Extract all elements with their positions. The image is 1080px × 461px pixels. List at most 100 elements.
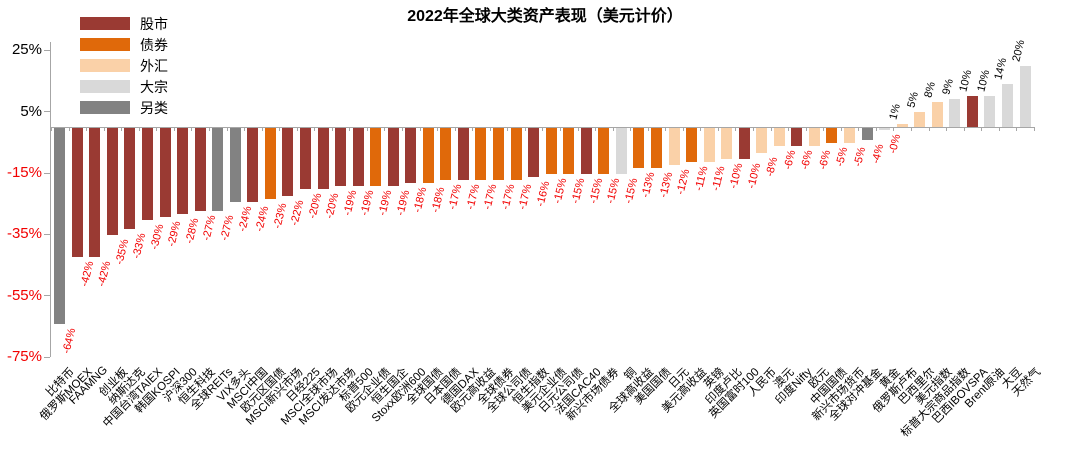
bar	[142, 128, 154, 221]
bar	[352, 128, 364, 187]
x-axis-tick	[314, 128, 316, 131]
bar-value-label: -30%	[148, 223, 167, 251]
x-axis-tick	[454, 128, 456, 131]
x-axis-tick	[331, 128, 333, 131]
x-axis-tick	[998, 128, 1000, 131]
x-axis-tick	[173, 128, 175, 131]
bar	[563, 128, 575, 175]
chart-title: 2022年全球大类资产表现（美元计价）	[407, 8, 683, 25]
bar	[703, 128, 715, 162]
x-axis-tick	[928, 128, 930, 131]
legend-swatch	[80, 17, 130, 30]
bar-value-label: -19%	[341, 189, 360, 218]
bar	[510, 128, 522, 181]
bar-value-label: -17%	[446, 183, 465, 212]
bar-value-label: -6%	[781, 149, 798, 172]
y-axis-tick-label: -35%	[6, 225, 42, 243]
bar-value-label: 20%	[1010, 38, 1028, 63]
bar-value-label: -17%	[481, 183, 500, 212]
y-axis-tick	[44, 233, 50, 235]
x-axis-line	[50, 127, 1035, 128]
bar	[405, 128, 417, 184]
legend-item: 外汇	[80, 55, 168, 76]
bar-value-label: -11%	[692, 164, 711, 192]
bar-value-label: -15%	[551, 177, 570, 205]
bar	[756, 128, 768, 153]
bar	[650, 128, 662, 168]
bar	[1001, 84, 1013, 127]
x-axis-tick	[647, 128, 649, 131]
bar	[194, 128, 206, 211]
bar-value-label: -23%	[271, 201, 290, 230]
bar	[317, 128, 329, 190]
x-axis-tick	[138, 128, 140, 131]
x-axis-tick	[542, 128, 544, 131]
bar-value-label: -64%	[60, 327, 79, 356]
legend-swatch	[80, 59, 130, 72]
bar	[738, 128, 750, 159]
bar	[475, 128, 487, 181]
bar-value-label: -29%	[165, 220, 184, 248]
bar-value-label: -17%	[499, 183, 518, 212]
x-axis-tick	[296, 128, 298, 131]
bar-value-label: 5%	[905, 90, 921, 109]
bar	[54, 128, 66, 325]
x-axis-tick	[630, 128, 632, 131]
bar-value-label: 1%	[887, 102, 904, 121]
bar	[721, 128, 733, 159]
bar	[879, 128, 891, 130]
legend-label: 股市	[140, 15, 168, 32]
bar	[299, 128, 311, 190]
bar	[668, 128, 680, 165]
bar	[282, 128, 294, 196]
bar-value-label: -8%	[764, 155, 781, 178]
bar	[808, 128, 820, 147]
bar-value-label: -15%	[604, 177, 623, 205]
legend: 股市 债券 外汇 大宗 另类	[80, 13, 168, 118]
bar	[545, 128, 557, 175]
x-axis-tick	[805, 128, 807, 131]
bar	[159, 128, 171, 218]
bar-value-label: -4%	[869, 143, 886, 166]
x-axis-tick	[840, 128, 842, 131]
bar-value-label: -20%	[323, 192, 342, 221]
x-axis-tick	[384, 128, 386, 131]
x-axis-tick	[717, 128, 719, 131]
bar	[686, 128, 698, 162]
bar	[844, 128, 856, 144]
bar-value-label: -16%	[534, 180, 553, 208]
y-axis-tick-label: -55%	[6, 286, 42, 304]
x-axis-tick	[261, 128, 263, 131]
bar-value-label: -0%	[886, 132, 904, 155]
bar	[914, 111, 926, 127]
bar	[457, 128, 469, 181]
bar-value-label: -12%	[674, 167, 693, 196]
bar-value-label: 8%	[922, 81, 939, 100]
bar	[896, 123, 908, 127]
y-axis-tick-label: -15%	[6, 164, 42, 182]
bar-value-label: -15%	[569, 177, 588, 205]
bar-value-label: -24%	[253, 204, 272, 233]
bar-value-label: -6%	[799, 149, 816, 172]
bar-value-label: -19%	[376, 189, 395, 218]
bar	[422, 128, 434, 184]
legend-swatch	[80, 80, 130, 93]
y-axis-tick-label: 5%	[20, 102, 42, 120]
legend-swatch	[80, 101, 130, 114]
bar-value-label: -5%	[851, 146, 869, 169]
bar	[335, 128, 347, 187]
bar	[966, 96, 978, 127]
x-axis-tick	[472, 128, 474, 131]
bar-value-label: -24%	[236, 204, 254, 233]
bar	[826, 128, 838, 144]
bar	[387, 128, 399, 187]
y-axis-tick	[44, 356, 50, 358]
x-axis-tick	[156, 128, 158, 131]
bar	[106, 128, 118, 236]
legend-swatch	[80, 38, 130, 51]
x-axis-tick	[226, 128, 228, 131]
x-axis-tick	[753, 128, 754, 131]
x-axis-tick	[402, 128, 403, 131]
bar-value-label: -27%	[218, 213, 237, 242]
